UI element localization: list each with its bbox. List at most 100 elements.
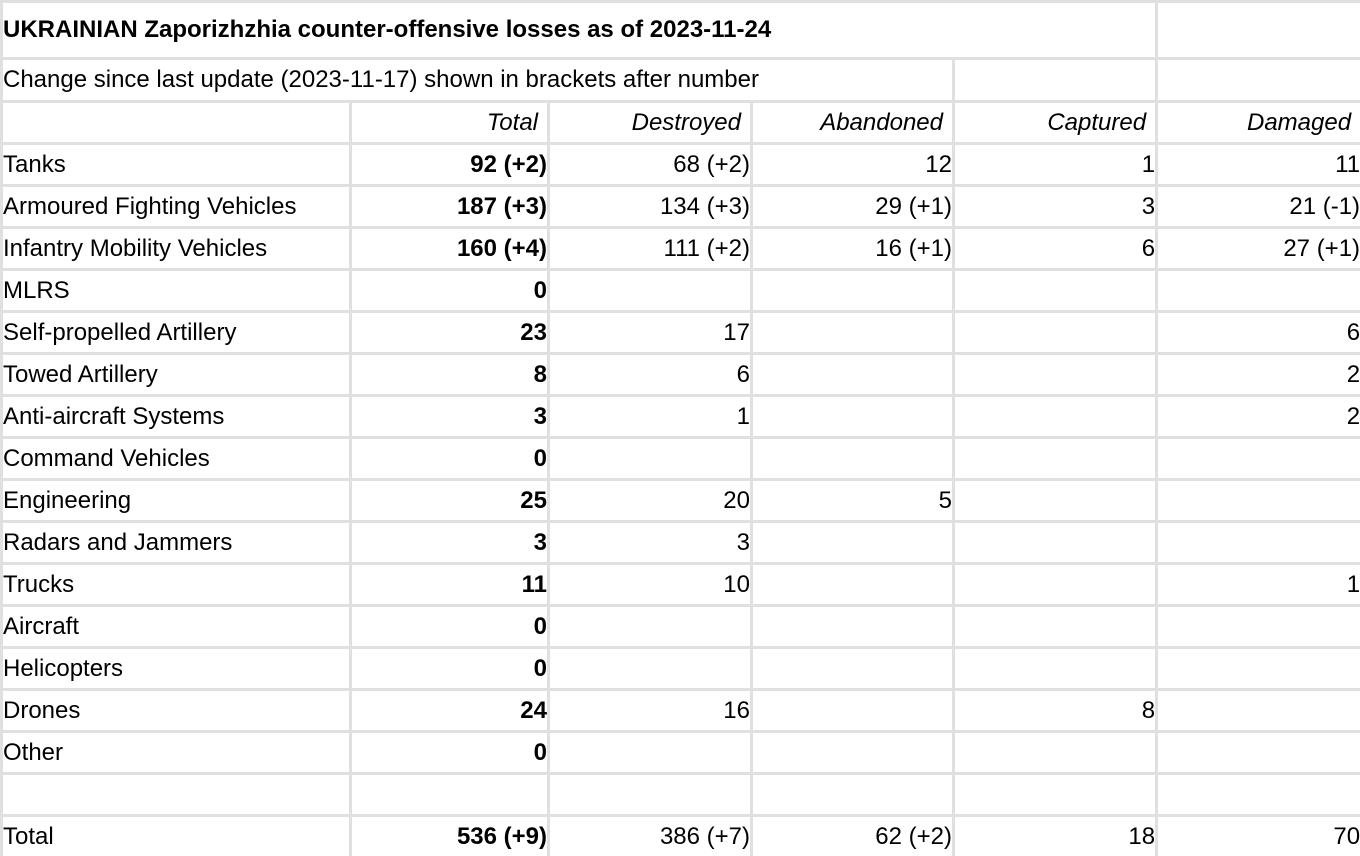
row-label: Self-propelled Artillery [0,310,352,355]
table-row: Helicopters 0 [0,646,1360,691]
cell-captured [951,310,1159,355]
cell-total: 24 [349,688,550,733]
table-row: Trucks 11 10 1 [0,562,1360,607]
cell-total: 3 [349,520,550,565]
cell-captured [951,562,1159,607]
cell-total: 25 [349,478,550,523]
cell-destroyed [547,436,753,481]
cell-abandoned [750,646,955,691]
table-row: Drones 24 16 8 [0,688,1360,733]
cell-damaged: 1 [1155,562,1360,607]
cell-captured: 6 [951,226,1159,271]
row-label: Towed Artillery [0,352,352,397]
cell-total: 0 [349,436,550,481]
row-label: Anti-aircraft Systems [0,394,352,439]
subtitle-text: Change since last update (2023-11-17) sh… [0,57,955,103]
row-label: Engineering [0,478,352,523]
cell-destroyed: 17 [547,310,753,355]
table-row: Aircraft 0 [0,604,1360,649]
cell-damaged: 6 [1155,310,1360,355]
cell-destroyed [547,772,753,817]
cell-captured [951,478,1159,523]
table-row: Engineering 25 20 5 [0,478,1360,523]
cell-abandoned [750,730,955,775]
cell-damaged [1155,772,1360,817]
cell-destroyed [547,268,753,313]
cell-abandoned: 62 (+2) [750,814,955,856]
cell-abandoned [750,562,955,607]
blank-row [0,772,1360,817]
cell-total: 8 [349,352,550,397]
cell-captured [951,520,1159,565]
total-row: Total 536 (+9) 386 (+7) 62 (+2) 18 70 [0,814,1360,856]
cell-damaged [1155,730,1360,775]
cell-destroyed: 10 [547,562,753,607]
cell-captured [951,646,1159,691]
cell-damaged: 2 [1155,394,1360,439]
cell-destroyed: 6 [547,352,753,397]
cell-total: 92 (+2) [349,142,550,187]
table-row: Self-propelled Artillery 23 17 6 [0,310,1360,355]
cell-damaged [1155,604,1360,649]
column-header-abandoned: Abandoned [750,100,955,145]
cell-damaged [1155,268,1360,313]
cell-total: 23 [349,310,550,355]
cell-destroyed: 16 [547,688,753,733]
cell-captured [951,772,1159,817]
cell-damaged: 2 [1155,352,1360,397]
table-row: Radars and Jammers 3 3 [0,520,1360,565]
cell-captured [951,604,1159,649]
cell-damaged [1155,436,1360,481]
cell-damaged [1155,688,1360,733]
cell-abandoned [750,772,955,817]
cell-total: 0 [349,268,550,313]
cell-damaged [1155,478,1360,523]
row-label: Aircraft [0,604,352,649]
row-label: Armoured Fighting Vehicles [0,184,352,229]
cell-destroyed [547,730,753,775]
cell-captured: 1 [951,142,1159,187]
cell-damaged: 21 (-1) [1155,184,1360,229]
header-empty-cell [0,100,352,145]
row-label: Drones [0,688,352,733]
cell-total: 11 [349,562,550,607]
cell-total: 0 [349,646,550,691]
row-label: Radars and Jammers [0,520,352,565]
cell-abandoned [750,268,955,313]
cell-total: 187 (+3) [349,184,550,229]
column-header-captured: Captured [951,100,1159,145]
cell-abandoned [750,394,955,439]
row-label: Helicopters [0,646,352,691]
title-side-empty-cell [1155,0,1360,60]
subtitle-empty-cell-1 [951,57,1159,103]
cell-captured [951,352,1159,397]
cell-total: 160 (+4) [349,226,550,271]
cell-abandoned [750,310,955,355]
column-header-destroyed: Destroyed [547,100,753,145]
header-row: Total Destroyed Abandoned Captured Damag… [0,100,1360,145]
cell-damaged [1155,646,1360,691]
cell-abandoned [750,688,955,733]
table-row: Towed Artillery 8 6 2 [0,352,1360,397]
cell-captured: 18 [951,814,1159,856]
table-row: Infantry Mobility Vehicles 160 (+4) 111 (+… [0,226,1360,271]
page-title: UKRAINIAN Zaporizhzhia counter-offensive… [0,0,1159,60]
cell-destroyed: 68 (+2) [547,142,753,187]
row-label: Command Vehicles [0,436,352,481]
row-label [0,772,352,817]
table-row: Command Vehicles 0 [0,436,1360,481]
cell-captured: 3 [951,184,1159,229]
cell-destroyed: 386 (+7) [547,814,753,856]
cell-captured [951,730,1159,775]
cell-damaged: 11 [1155,142,1360,187]
cell-destroyed: 20 [547,478,753,523]
cell-abandoned [750,436,955,481]
subtitle-empty-cell-2 [1155,57,1360,103]
table-row: MLRS 0 [0,268,1360,313]
column-header-total: Total [349,100,550,145]
cell-destroyed [547,646,753,691]
row-label: Other [0,730,352,775]
title-row: UKRAINIAN Zaporizhzhia counter-offensive… [0,0,1360,60]
row-label: Tanks [0,142,352,187]
cell-destroyed: 134 (+3) [547,184,753,229]
